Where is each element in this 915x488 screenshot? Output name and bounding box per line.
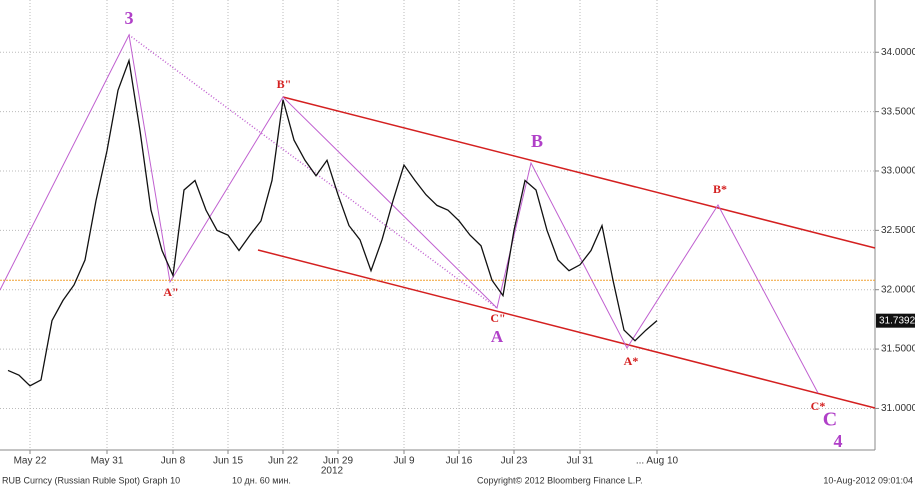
x-tick-label: Jun 22	[268, 456, 298, 467]
wave-label: A*	[624, 354, 639, 368]
wave-label: A"	[163, 285, 178, 299]
wave-path	[0, 33, 819, 394]
wave-label: B"	[277, 77, 292, 91]
x-tick-label: May 31	[91, 456, 124, 467]
last-price-label: 31.7392	[879, 315, 915, 326]
y-tick-label: 32.5000	[881, 225, 915, 236]
x-tick-label: ... Aug 10	[636, 456, 679, 467]
wave-label: B	[531, 131, 543, 151]
channel-lower	[257, 249, 876, 409]
grid	[0, 0, 875, 450]
channel-upper	[282, 96, 876, 249]
footer-copyright: Copyright© 2012 Bloomberg Finance L.P.	[477, 475, 643, 485]
trend-lines	[0, 33, 876, 409]
y-tick-label: 33.0000	[881, 166, 915, 177]
x-tick-label: Jun 15	[213, 456, 243, 467]
y-tick-label: 31.0000	[881, 403, 915, 414]
wave-label: B*	[713, 182, 727, 196]
wave-label: 3	[125, 8, 134, 28]
wave-label: C"	[490, 311, 505, 325]
wave-label: 4	[834, 431, 843, 451]
y-tick-label: 31.5000	[881, 344, 915, 355]
x-tick-label: Jul 16	[446, 456, 473, 467]
price-line	[7, 57, 658, 387]
wave-label: C*	[811, 399, 826, 413]
y-tick-label: 33.5000	[881, 106, 915, 117]
x-tick-label: Jul 9	[393, 456, 415, 467]
x-year-label: 2012	[321, 466, 344, 477]
y-tick-label: 34.0000	[881, 47, 915, 58]
y-tick-label: 32.0000	[881, 284, 915, 295]
footer-security: RUB Curncy (Russian Ruble Spot) Graph 10	[2, 475, 180, 485]
wave-label: A	[491, 327, 504, 346]
last-price-box	[876, 313, 915, 328]
x-tick-label: May 22	[14, 456, 47, 467]
x-tick-label: Jun 8	[161, 456, 186, 467]
footer-period: 10 дн. 60 мин.	[232, 475, 291, 485]
footer-timestamp: 10-Aug-2012 09:01:04	[823, 475, 913, 485]
x-tick-label: Jul 31	[567, 456, 594, 467]
wave-dotted	[128, 34, 498, 309]
x-tick-label: Jun 29	[323, 456, 353, 467]
wave-label: C	[823, 409, 837, 431]
x-tick-label: Jul 23	[501, 456, 528, 467]
